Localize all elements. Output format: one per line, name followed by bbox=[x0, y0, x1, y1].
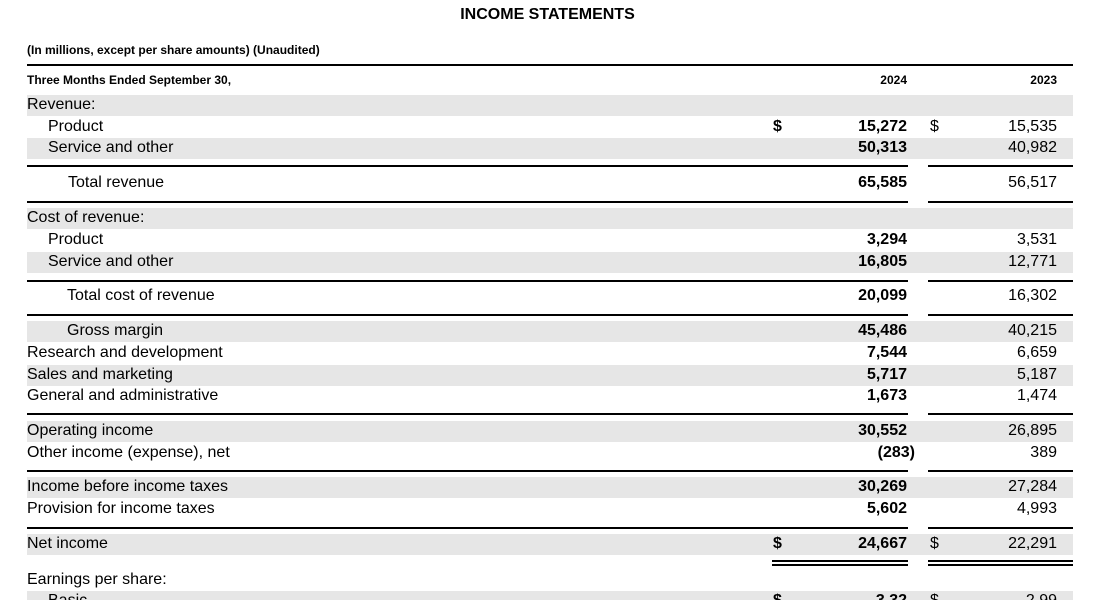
row-shade bbox=[27, 477, 1073, 498]
row-rule bbox=[27, 314, 908, 316]
current-value: 1,673 bbox=[866, 387, 907, 404]
column-header: 2024 bbox=[880, 73, 907, 87]
prior-value: 40,215 bbox=[1008, 322, 1057, 339]
row-rule bbox=[928, 470, 1073, 472]
prior-value: 5,187 bbox=[1016, 366, 1057, 383]
currency-sign: $ bbox=[773, 535, 782, 552]
row-rule bbox=[928, 280, 1073, 282]
current-value: 5,717 bbox=[866, 366, 907, 383]
prior-value: 6,659 bbox=[1016, 344, 1057, 361]
current-value: 45,486 bbox=[858, 322, 907, 339]
row-rule bbox=[928, 314, 1073, 316]
prior-value: 12,771 bbox=[1008, 253, 1057, 270]
row-label: Service and other bbox=[48, 139, 174, 156]
current-value: 20,099 bbox=[858, 287, 907, 304]
row-rule bbox=[928, 201, 1073, 203]
header-label: Three Months Ended September 30, bbox=[27, 73, 232, 87]
row-label: Revenue: bbox=[27, 96, 96, 113]
prior-value: 26,895 bbox=[1008, 422, 1057, 439]
currency-sign: $ bbox=[773, 118, 782, 135]
current-value: 50,313 bbox=[858, 139, 907, 156]
row-label: Gross margin bbox=[67, 322, 164, 339]
prior-value: 40,982 bbox=[1008, 139, 1057, 156]
row-shade bbox=[27, 252, 1073, 273]
row-rule bbox=[27, 201, 908, 203]
column-header: 2023 bbox=[1030, 73, 1057, 87]
current-value: 3.32 bbox=[876, 591, 907, 600]
row-label: Product bbox=[48, 231, 104, 248]
row-rule bbox=[928, 165, 1073, 167]
subtitle: (In millions, except per share amounts) … bbox=[27, 43, 320, 57]
row-shade bbox=[27, 321, 1073, 342]
current-value: 65,585 bbox=[858, 174, 907, 191]
prior-value: 4,993 bbox=[1016, 500, 1057, 517]
row-rule bbox=[928, 527, 1073, 529]
currency-sign: $ bbox=[930, 535, 939, 552]
row-rule bbox=[928, 413, 1073, 415]
prior-value: 389 bbox=[1030, 444, 1057, 461]
row-label: Cost of revenue: bbox=[27, 209, 145, 226]
row-shade bbox=[27, 208, 1073, 229]
row-label: General and administrative bbox=[27, 387, 219, 404]
prior-value: 15,535 bbox=[1008, 118, 1057, 135]
row-label: Other income (expense), net bbox=[27, 444, 230, 461]
prior-value: 16,302 bbox=[1008, 287, 1057, 304]
row-label: Basic bbox=[48, 591, 87, 600]
row-label: Provision for income taxes bbox=[27, 500, 215, 517]
currency-sign: $ bbox=[930, 118, 939, 135]
row-label: Research and development bbox=[27, 344, 223, 361]
current-value: 5,602 bbox=[866, 500, 907, 517]
current-value: 3,294 bbox=[866, 231, 907, 248]
row-shade bbox=[27, 95, 1073, 116]
prior-value: 2.99 bbox=[1026, 591, 1057, 600]
current-value: 30,269 bbox=[858, 478, 907, 495]
row-rule bbox=[27, 165, 908, 167]
row-shade bbox=[27, 534, 1073, 555]
header-rule bbox=[27, 64, 1073, 66]
title: INCOME STATEMENTS bbox=[460, 6, 635, 23]
row-label: Service and other bbox=[48, 253, 174, 270]
double-rule bbox=[772, 560, 908, 562]
current-value: 24,667 bbox=[858, 535, 907, 552]
row-rule bbox=[27, 280, 908, 282]
prior-value: 3,531 bbox=[1016, 231, 1057, 248]
row-label: Product bbox=[48, 118, 104, 135]
prior-value: 22,291 bbox=[1008, 535, 1057, 552]
row-rule bbox=[27, 527, 908, 529]
row-shade bbox=[27, 591, 1073, 600]
current-value: 7,544 bbox=[866, 344, 907, 361]
row-label: Income before income taxes bbox=[27, 478, 228, 495]
prior-value: 56,517 bbox=[1008, 174, 1057, 191]
row-label: Sales and marketing bbox=[27, 366, 173, 383]
row-label: Total cost of revenue bbox=[67, 287, 215, 304]
row-shade bbox=[27, 138, 1073, 159]
double-rule bbox=[928, 560, 1073, 562]
prior-value: 1,474 bbox=[1016, 387, 1057, 404]
row-shade bbox=[27, 365, 1073, 386]
row-label: Earnings per share: bbox=[27, 571, 167, 588]
row-rule bbox=[27, 413, 908, 415]
current-value: (283) bbox=[877, 444, 915, 461]
current-value: 16,805 bbox=[858, 253, 907, 270]
row-label: Operating income bbox=[27, 422, 154, 439]
currency-sign: $ bbox=[773, 591, 782, 600]
double-rule bbox=[772, 564, 908, 566]
current-value: 30,552 bbox=[858, 422, 907, 439]
double-rule bbox=[928, 564, 1073, 566]
currency-sign: $ bbox=[930, 591, 939, 600]
current-value: 15,272 bbox=[858, 118, 907, 135]
row-shade bbox=[27, 421, 1073, 442]
row-label: Net income bbox=[27, 535, 108, 552]
prior-value: 27,284 bbox=[1008, 478, 1057, 495]
row-rule bbox=[27, 470, 908, 472]
row-label: Total revenue bbox=[68, 174, 165, 191]
